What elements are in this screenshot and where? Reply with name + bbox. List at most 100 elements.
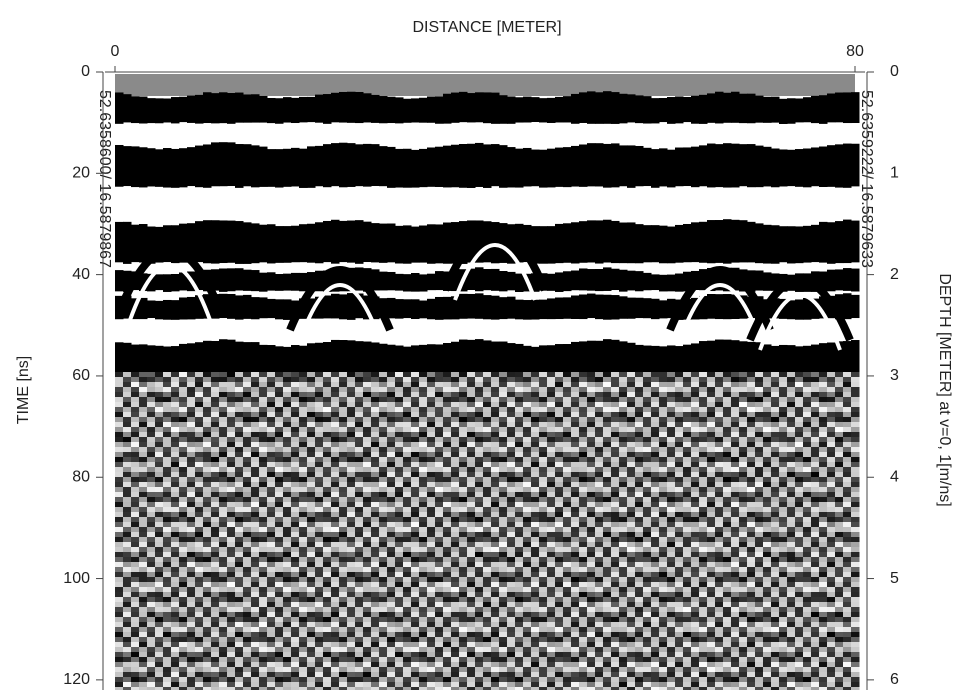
noise-cell [755,402,764,408]
noise-cell [499,492,508,498]
noise-cell [467,402,476,408]
noise-cell [659,577,668,583]
noise-cell [459,412,468,418]
noise-cell [427,477,436,483]
noise-cell [451,457,460,463]
noise-cell [131,487,140,493]
reflector-band [667,298,676,319]
noise-cell [747,577,756,583]
noise-cell [715,542,724,548]
noise-cell [747,377,756,383]
noise-cell [531,487,540,493]
noise-cell [819,412,828,418]
reflector-band [291,225,300,263]
noise-cell [843,602,852,608]
noise-cell [171,407,180,413]
noise-cell [563,537,572,543]
reflector-band [339,142,348,188]
noise-cell [683,482,692,488]
noise-cell [123,512,132,518]
noise-cell [275,522,284,528]
noise-cell [283,512,292,518]
noise-cell [147,542,156,548]
noise-cell [723,432,732,438]
noise-cell [635,467,644,473]
noise-cell [547,542,556,548]
noise-cell [667,532,676,538]
noise-cell [443,547,452,553]
noise-cell [499,477,508,483]
noise-cell [627,447,636,453]
reflector-band [555,344,564,373]
noise-cell [803,532,812,538]
noise-cell [291,372,300,378]
noise-cell [763,582,772,588]
noise-cell [851,572,860,578]
noise-cell [307,522,316,528]
noise-cell [627,537,636,543]
noise-cell [251,412,260,418]
noise-cell [155,567,164,573]
noise-cell [851,422,860,428]
noise-cell [755,482,764,488]
noise-cell [123,452,132,458]
noise-cell [227,417,236,423]
noise-cell [115,552,124,558]
noise-cell [739,452,748,458]
reflector-band [499,270,508,292]
noise-cell [259,467,268,473]
reflector-band [819,271,828,292]
noise-cell [371,447,380,453]
noise-cell [403,372,412,378]
reflector-band [467,293,476,319]
noise-cell [747,512,756,518]
noise-cell [363,542,372,548]
noise-cell [307,502,316,508]
noise-cell [835,582,844,588]
noise-cell [187,597,196,603]
noise-cell [491,532,500,538]
noise-cell [395,552,404,558]
noise-cell [355,512,364,518]
noise-cell [275,407,284,413]
noise-cell [139,532,148,538]
noise-cell [467,527,476,533]
noise-cell [667,482,676,488]
noise-cell [571,497,580,503]
noise-cell [395,377,404,383]
noise-cell [123,392,132,398]
noise-cell [411,402,420,408]
noise-cell [363,532,372,538]
noise-cell [827,497,836,503]
noise-cell [627,552,636,558]
noise-cell [555,517,564,523]
noise-cell [707,472,716,478]
noise-cell [403,562,412,568]
reflector-band [667,345,676,374]
reflector-band [323,220,332,263]
noise-cell [795,492,804,498]
noise-cell [291,562,300,568]
noise-cell [763,552,772,558]
noise-cell [539,462,548,468]
noise-cell [787,392,796,398]
noise-cell [819,567,828,573]
noise-cell [779,377,788,383]
noise-cell [643,582,652,588]
noise-cell [723,402,732,408]
noise-cell [147,592,156,598]
noise-cell [571,527,580,533]
reflector-band [507,224,516,264]
noise-cell [323,377,332,383]
noise-cell [195,382,204,388]
noise-cell [483,472,492,478]
noise-cell [243,537,252,543]
noise-cell [827,602,836,608]
noise-cell [699,567,708,573]
noise-cell [787,442,796,448]
noise-cell [691,392,700,398]
reflector-band [179,343,188,374]
noise-cell [851,532,860,538]
noise-cell [643,467,652,473]
noise-cell [699,547,708,553]
